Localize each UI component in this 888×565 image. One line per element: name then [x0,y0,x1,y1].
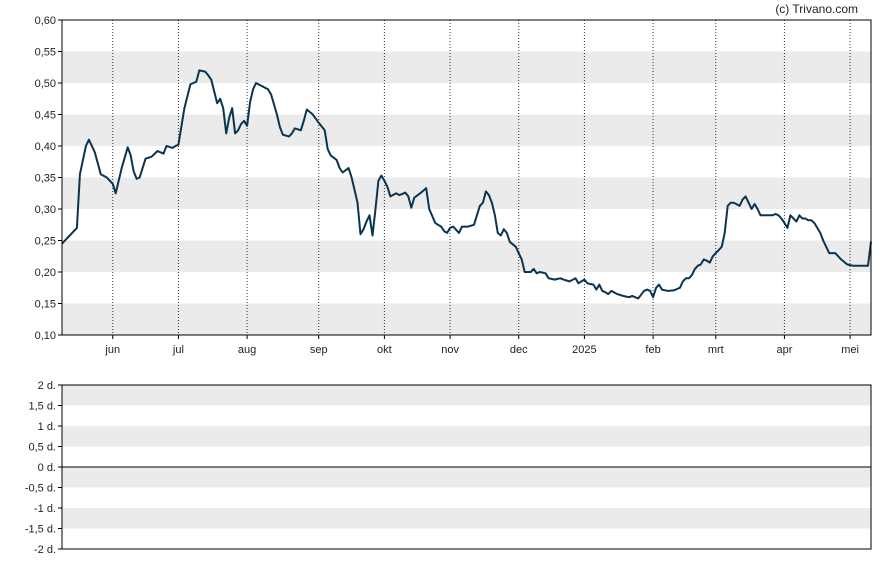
y-tick-label: 0,10 [35,330,56,342]
x-tick-label: feb [645,344,660,356]
price-band [62,240,871,272]
indicator-y-tick-label: 1 d. [38,421,56,433]
x-tick-label: aug [238,344,256,356]
indicator-y-tick-label: -2 d. [34,544,56,556]
x-tick-label: 2025 [572,344,596,356]
indicator-band [62,385,871,406]
x-tick-label: dec [510,344,528,356]
y-tick-label: 0,15 [35,299,56,311]
indicator-y-tick-label: 1,5 d. [28,401,56,413]
copyright-label: (c) Trivano.com [775,2,858,16]
price-band [62,303,871,335]
y-tick-label: 0,25 [35,236,56,248]
y-tick-label: 0,40 [35,141,56,153]
x-tick-label: sep [310,344,328,356]
y-tick-label: 0,35 [35,173,56,185]
indicator-y-tick-label: -1 d. [34,503,56,515]
x-tick-label: mei [841,344,859,356]
indicator-y-tick-label: -0,5 d. [25,483,56,495]
y-tick-label: 0,55 [35,47,56,59]
indicator-band [62,467,871,488]
y-tick-label: 0,20 [35,267,56,279]
indicator-y-tick-label: -1,5 d. [25,524,56,536]
y-tick-label: 0,45 [35,110,56,122]
indicator-y-tick-label: 0,5 d. [28,442,56,454]
indicator-y-tick-label: 0 d. [38,462,56,474]
x-tick-label: jul [172,344,184,356]
price-band [62,114,871,146]
indicator-band [62,508,871,529]
x-tick-label: okt [377,344,392,356]
y-tick-label: 0,60 [35,15,56,27]
indicator-y-tick-label: 2 d. [38,380,56,392]
price-chart-frame [61,19,872,336]
indicator-band [62,426,871,447]
x-tick-label: nov [441,344,459,356]
indicator-chart-frame [61,384,872,550]
price-band [62,51,871,83]
x-tick-label: mrt [708,344,724,356]
y-tick-label: 0,30 [35,204,56,216]
x-tick-label: apr [776,344,792,356]
x-tick-label: jun [104,344,120,356]
price-line [61,69,872,300]
y-tick-label: 0,50 [35,78,56,90]
